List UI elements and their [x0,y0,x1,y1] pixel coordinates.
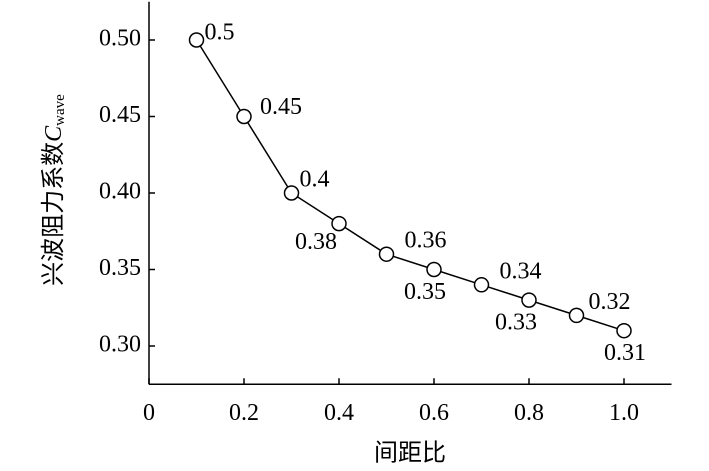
y-axis-label-symbol: C [41,125,67,142]
y-axis-label-text: 兴波阻力系数 [40,142,67,286]
marker [616,322,632,339]
marker [521,292,537,308]
y-tick-label: 0.50 [99,26,141,52]
marker [426,261,442,278]
marker [568,307,585,324]
y-tick-label: 0.40 [99,179,141,205]
y-tick-label: 0.35 [99,255,141,281]
data-label: 0.4 [300,167,330,193]
y-axis-label: 兴波阻力系数Cwave [40,94,69,286]
marker [188,32,205,48]
data-label: 0.36 [405,228,447,254]
marker [236,108,252,125]
x-tick-label: 1.0 [609,400,639,426]
data-label: 0.45 [260,94,302,120]
data-label: 0.35 [404,279,446,305]
x-tick-label: 0 [143,400,155,426]
marker [378,246,395,262]
marker [283,185,300,201]
x-tick-label: 0.4 [324,400,354,426]
data-label: 0.32 [589,289,631,315]
x-tick-label: 0.6 [419,400,449,426]
line [195,39,625,332]
data-label: 0.5 [205,20,235,46]
marker [331,215,347,232]
data-label: 0.34 [500,258,542,284]
marker [473,277,490,293]
x-tick-label: 0.8 [514,400,544,426]
data-label: 0.38 [295,229,337,255]
data-label: 0.33 [495,310,537,336]
x-tick-label: 0.2 [229,400,259,426]
y-tick-label: 0.30 [99,332,141,358]
data-label: 0.31 [604,340,646,366]
x-axis-label: 间距比 [374,440,446,467]
y-tick-label: 0.45 [99,102,141,128]
y-axis-label-subscript: wave [52,94,68,126]
